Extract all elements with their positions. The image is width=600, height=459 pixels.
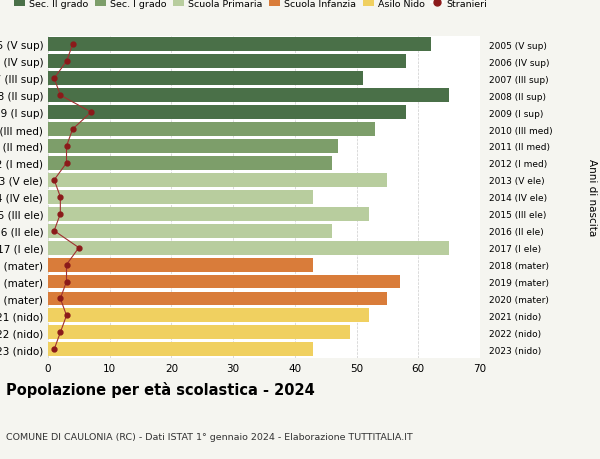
Bar [48,207,369,221]
Bar [48,38,431,52]
Bar [48,72,363,86]
Bar [48,224,332,238]
Bar [48,106,406,120]
Bar [48,258,313,272]
Bar [48,140,338,154]
Bar [48,123,375,137]
Bar [48,157,332,170]
Bar [48,174,388,187]
Legend: Sec. II grado, Sec. I grado, Scuola Primaria, Scuola Infanzia, Asilo Nido, Stran: Sec. II grado, Sec. I grado, Scuola Prim… [14,0,487,9]
Bar [48,190,313,204]
Bar [48,241,449,255]
Bar [48,55,406,69]
Text: Anni di nascita: Anni di nascita [587,159,597,236]
Bar [48,326,350,340]
Bar [48,275,400,289]
Bar [48,309,369,323]
Bar [48,89,449,103]
Bar [48,292,388,306]
Text: COMUNE DI CAULONIA (RC) - Dati ISTAT 1° gennaio 2024 - Elaborazione TUTTITALIA.I: COMUNE DI CAULONIA (RC) - Dati ISTAT 1° … [6,431,413,441]
Bar [48,342,313,357]
Text: Popolazione per età scolastica - 2024: Popolazione per età scolastica - 2024 [6,381,315,397]
